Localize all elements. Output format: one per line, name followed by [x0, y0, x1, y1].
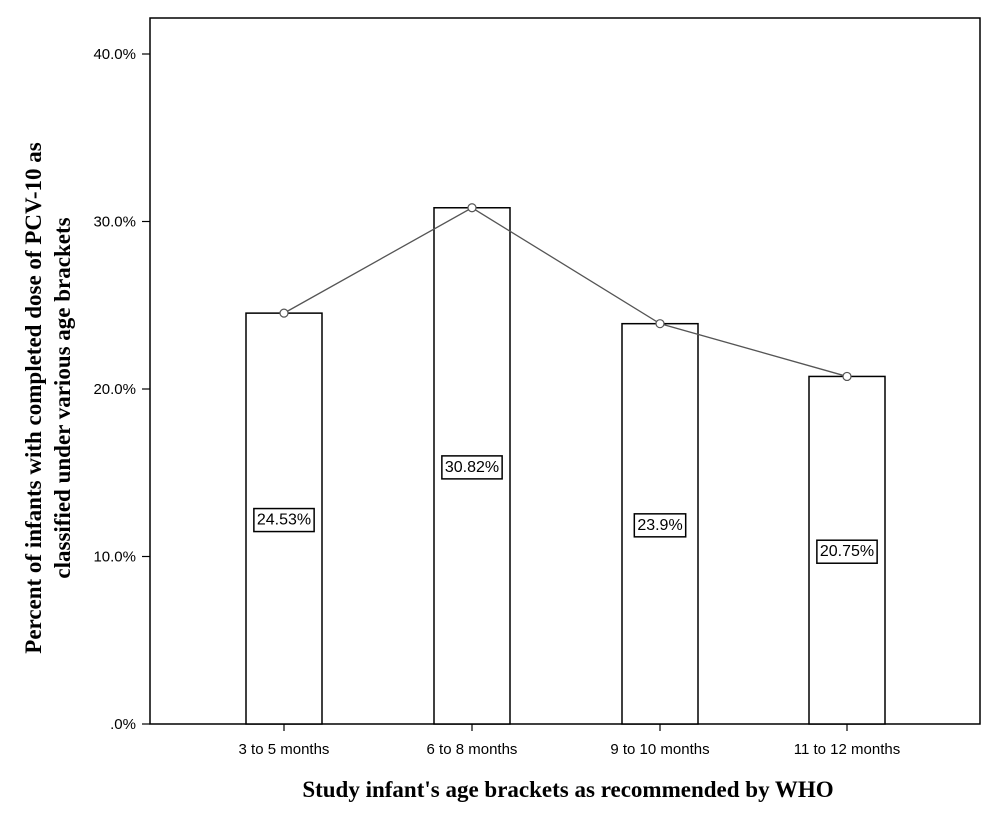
data-label-text: 30.82%: [445, 459, 499, 476]
data-label-text: 20.75%: [820, 543, 874, 560]
x-tick-label: 3 to 5 months: [239, 741, 330, 758]
data-label: 23.9%: [633, 513, 687, 538]
data-label: 30.82%: [441, 455, 503, 480]
trend-marker: [279, 308, 289, 318]
y-axis-title-line1: Percent of infants with completed dose o…: [21, 142, 46, 654]
data-label-text: 24.53%: [257, 512, 311, 529]
x-tick-label: 6 to 8 months: [427, 741, 518, 758]
data-label: 24.53%: [253, 507, 315, 533]
y-axis-title-line2: classified under various age brackets: [50, 217, 75, 578]
data-labels: 24.53% 30.82% 23.9% 20.75%: [253, 455, 878, 564]
trend-marker: [842, 371, 852, 382]
trend-line: [279, 203, 852, 382]
bars: [245, 207, 886, 725]
y-tick-label: .0%: [110, 716, 136, 733]
y-tick-label: 20.0%: [93, 381, 136, 398]
y-axis: .0% 10.0% 20.0% 30.0% 40.0%: [93, 46, 150, 733]
data-label-box: [633, 513, 687, 538]
data-label: 20.75%: [816, 539, 878, 564]
trend-polyline: [283, 207, 848, 378]
data-label-text: 23.9%: [637, 517, 682, 534]
trend-marker: [655, 319, 665, 329]
x-axis: 3 to 5 months 6 to 8 months 9 to 10 months…: [239, 724, 900, 758]
y-tick-label: 10.0%: [93, 549, 136, 566]
data-label-box: [253, 507, 315, 533]
data-label-box: [816, 539, 878, 564]
y-tick-label: 40.0%: [93, 46, 136, 63]
plot-frame: [149, 17, 981, 725]
x-axis-title: Study infant's age brackets as recommend…: [302, 777, 833, 802]
x-tick-label: 11 to 12 months: [794, 741, 900, 758]
y-tick-label: 30.0%: [93, 214, 136, 231]
trend-marker: [467, 203, 477, 213]
data-label-box: [441, 455, 503, 480]
x-tick-label: 9 to 10 months: [610, 741, 709, 758]
